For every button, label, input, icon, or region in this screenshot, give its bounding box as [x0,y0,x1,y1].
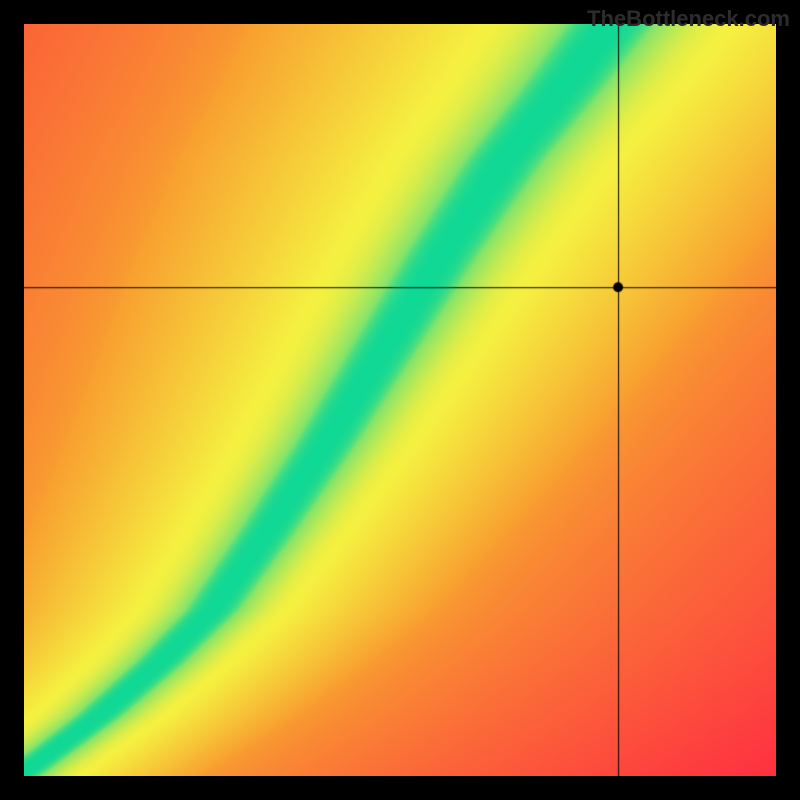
heatmap-canvas [24,24,776,776]
watermark-text: TheBottleneck.com [587,6,790,32]
bottleneck-heatmap [24,24,776,776]
